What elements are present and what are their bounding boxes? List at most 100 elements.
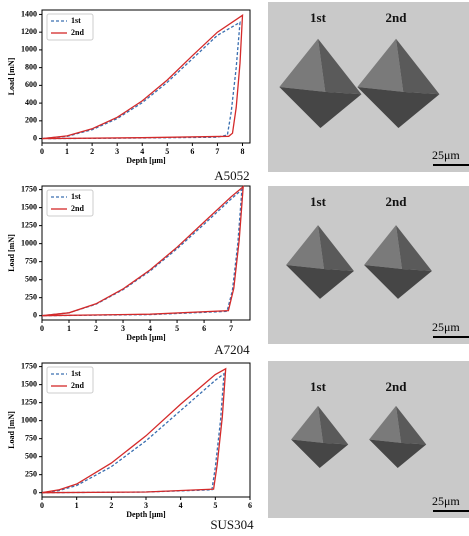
- indent-face: [396, 225, 432, 271]
- y-axis-label: Load [mN]: [7, 57, 16, 95]
- x-tick-label: 4: [148, 324, 152, 333]
- indent-label: 1st: [310, 10, 327, 25]
- indent-face: [396, 405, 427, 445]
- y-tick-label: 1500: [21, 379, 37, 388]
- y-axis-label: Load [mN]: [7, 411, 16, 449]
- x-tick-label: 0: [40, 501, 44, 510]
- indent-face: [318, 225, 354, 271]
- y-tick-label: 1750: [21, 184, 37, 193]
- x-tick-label: 1: [65, 147, 69, 156]
- caption: SUS304: [210, 517, 254, 532]
- x-tick-label: 7: [215, 147, 219, 156]
- x-tick-label: 3: [121, 324, 125, 333]
- legend-label: 1st: [71, 192, 81, 201]
- indent-face: [291, 405, 324, 443]
- x-tick-label: 5: [165, 147, 169, 156]
- line-series: [41, 14, 244, 140]
- y-tick-label: 750: [25, 256, 37, 265]
- y-tick-label: 1000: [21, 415, 37, 424]
- y-tick-label: 1500: [21, 202, 37, 211]
- scale-label: 25μm: [432, 320, 460, 334]
- y-tick-label: 400: [25, 98, 37, 107]
- x-tick-label: 2: [94, 324, 98, 333]
- x-tick-label: 2: [90, 147, 94, 156]
- plot-frame: [41, 9, 251, 144]
- x-tick-label: 0: [40, 147, 44, 156]
- y-tick-label: 1000: [21, 238, 37, 247]
- indent-face: [286, 265, 354, 299]
- legend-box: [46, 189, 94, 217]
- scale-label: 25μm: [432, 494, 460, 508]
- indent-face: [286, 225, 324, 269]
- x-tick-label: 6: [190, 147, 194, 156]
- indent-face: [369, 439, 427, 469]
- legend-label: 1st: [71, 369, 81, 378]
- x-tick-label: 4: [140, 147, 144, 156]
- indent-label: 2nd: [386, 194, 408, 209]
- y-tick-label: 250: [25, 292, 37, 301]
- x-tick-label: 1: [75, 501, 79, 510]
- indent-face: [364, 225, 402, 269]
- x-tick-label: 5: [175, 324, 179, 333]
- indent-face: [318, 405, 349, 445]
- x-axis-label: Depth [μm]: [126, 156, 166, 165]
- indent-label: 1st: [310, 194, 327, 209]
- x-tick-label: 3: [115, 147, 119, 156]
- y-tick-label: 1400: [21, 9, 37, 18]
- x-axis-label: Depth [μm]: [126, 333, 166, 342]
- line-series: [41, 367, 227, 494]
- chart: 0 1 2 3 4 5 6 7 0 250 500 750 1000 1250 1500 1750 Depth …: [7, 184, 251, 342]
- x-tick-label: 6: [202, 324, 206, 333]
- x-tick-label: 4: [179, 501, 183, 510]
- y-tick-label: 200: [25, 116, 37, 125]
- indent-label: 1st: [310, 379, 327, 394]
- indent-face: [279, 38, 326, 92]
- legend-box: [46, 13, 94, 41]
- legend-box: [46, 366, 94, 394]
- x-tick-label: 7: [229, 324, 233, 333]
- micrograph: 1st 2nd 25μm: [268, 2, 469, 172]
- chart: 0 1 2 3 4 5 6 7 8 0 200 400 600 800 1000 1200 1400 Depth …: [7, 9, 251, 165]
- caption: A5052: [214, 168, 249, 183]
- y-tick-label: 500: [25, 451, 37, 460]
- y-tick-label: 1250: [21, 397, 37, 406]
- y-tick-label: 0: [33, 311, 37, 320]
- y-tick-label: 800: [25, 62, 37, 71]
- y-tick-label: 600: [25, 80, 37, 89]
- indent-face: [396, 38, 440, 95]
- indent-face: [369, 405, 402, 443]
- legend-label: 2nd: [71, 28, 84, 37]
- x-tick-label: 1: [67, 324, 71, 333]
- indent-face: [357, 87, 440, 129]
- y-tick-label: 1000: [21, 45, 37, 54]
- legend-label: 1st: [71, 16, 81, 25]
- plot-frame: [41, 185, 251, 321]
- micrograph: 1st 2nd 25μm: [268, 186, 469, 344]
- y-tick-label: 1200: [21, 27, 37, 36]
- caption: A7204: [214, 342, 250, 357]
- x-axis-label: Depth [μm]: [126, 510, 166, 519]
- x-tick-label: 6: [248, 501, 252, 510]
- x-tick-label: 2: [109, 501, 113, 510]
- y-tick-label: 0: [33, 133, 37, 142]
- y-tick-label: 1250: [21, 220, 37, 229]
- chart: 0 1 2 3 4 5 6 0 250 500 750 1000 1250 1500 1750 Depth […: [7, 361, 252, 518]
- micrograph: 1st 2nd 25μm: [268, 361, 469, 518]
- legend-label: 2nd: [71, 381, 84, 390]
- y-tick-label: 250: [25, 469, 37, 478]
- indent-face: [279, 87, 362, 129]
- y-tick-label: 750: [25, 433, 37, 442]
- x-tick-label: 8: [240, 147, 244, 156]
- indent-face: [291, 439, 349, 469]
- x-tick-label: 5: [213, 501, 217, 510]
- x-tick-label: 3: [144, 501, 148, 510]
- y-axis-label: Load [mN]: [7, 234, 16, 272]
- scale-label: 25μm: [432, 148, 460, 162]
- y-tick-label: 1750: [21, 361, 37, 370]
- indent-label: 2nd: [386, 379, 408, 394]
- line-series: [41, 185, 244, 317]
- indent-face: [318, 38, 362, 95]
- legend-label: 2nd: [71, 204, 84, 213]
- indent-face: [364, 265, 432, 299]
